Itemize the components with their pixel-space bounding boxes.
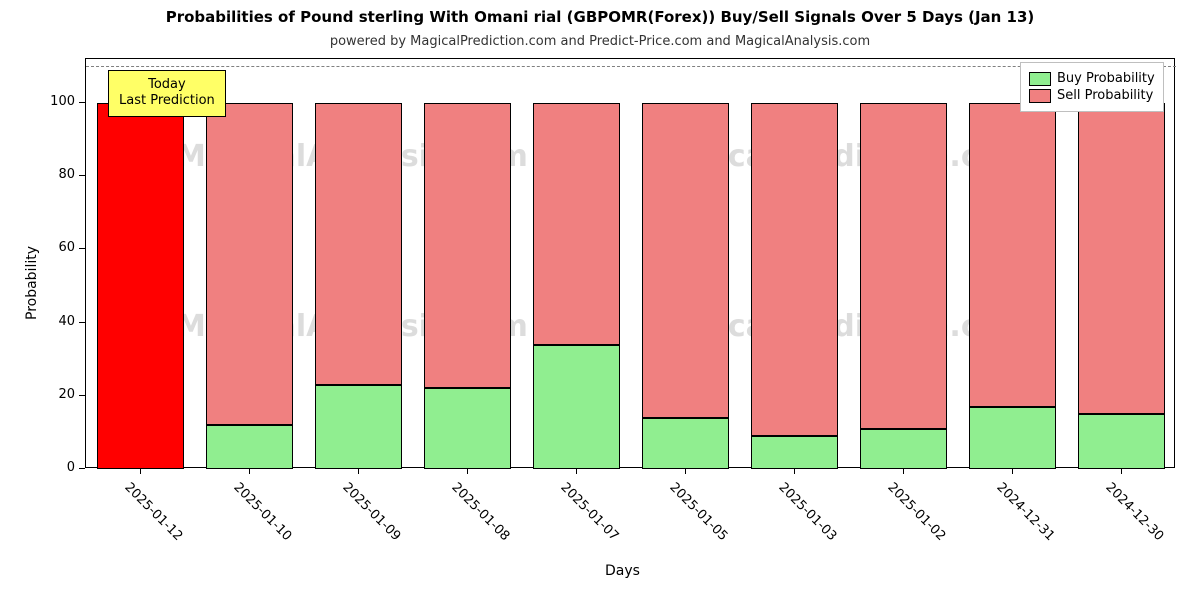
- x-tick: [576, 468, 577, 474]
- bar-sell: [642, 103, 729, 418]
- x-tick-label: 2025-01-02: [884, 480, 948, 544]
- bar-buy: [642, 418, 729, 469]
- y-tick-label: 0: [35, 460, 75, 475]
- bar-buy: [860, 429, 947, 469]
- x-tick-label: 2025-01-08: [448, 480, 512, 544]
- y-tick-label: 20: [35, 387, 75, 402]
- x-tick-label: 2024-12-31: [993, 480, 1057, 544]
- bar-buy: [533, 345, 620, 469]
- legend-label: Buy Probability: [1057, 71, 1155, 86]
- legend-item: Buy Probability: [1029, 71, 1155, 86]
- bar-sell: [315, 103, 402, 385]
- bar-sell: [533, 103, 620, 345]
- chart-subtitle: powered by MagicalPrediction.com and Pre…: [0, 34, 1200, 49]
- legend-swatch: [1029, 72, 1051, 86]
- legend: Buy Probability Sell Probability: [1020, 62, 1164, 112]
- x-tick: [249, 468, 250, 474]
- x-tick: [685, 468, 686, 474]
- x-tick: [794, 468, 795, 474]
- x-tick-label: 2025-01-05: [666, 480, 730, 544]
- today-annotation-line1: Today: [119, 77, 215, 93]
- chart-title: Probabilities of Pound sterling With Oma…: [0, 8, 1200, 26]
- x-tick: [140, 468, 141, 474]
- y-tick: [79, 395, 85, 396]
- x-tick: [467, 468, 468, 474]
- x-tick-label: 2025-01-10: [230, 480, 294, 544]
- bar-sell: [751, 103, 838, 436]
- bar-sell: [206, 103, 293, 425]
- y-tick: [79, 175, 85, 176]
- y-tick: [79, 468, 85, 469]
- bar-sell: [97, 103, 184, 469]
- chart-container: Probabilities of Pound sterling With Oma…: [0, 0, 1200, 600]
- legend-item: Sell Probability: [1029, 88, 1155, 103]
- x-tick: [1012, 468, 1013, 474]
- plot-area: MagicalAnalysis.comMagicalPrediction.com…: [85, 58, 1175, 468]
- bar-buy: [1078, 414, 1165, 469]
- x-tick-label: 2024-12-30: [1102, 480, 1166, 544]
- x-tick: [1121, 468, 1122, 474]
- bar-buy: [751, 436, 838, 469]
- x-tick-label: 2025-01-12: [121, 480, 185, 544]
- x-tick: [358, 468, 359, 474]
- today-annotation-line2: Last Prediction: [119, 93, 215, 109]
- y-tick-label: 80: [35, 167, 75, 182]
- y-tick-label: 40: [35, 314, 75, 329]
- x-tick: [903, 468, 904, 474]
- x-tick-label: 2025-01-07: [557, 480, 621, 544]
- bar-sell: [969, 103, 1056, 407]
- y-tick-label: 60: [35, 240, 75, 255]
- legend-label: Sell Probability: [1057, 88, 1153, 103]
- bar-sell: [424, 103, 511, 389]
- x-tick-label: 2025-01-09: [339, 480, 403, 544]
- bar-sell: [860, 103, 947, 429]
- y-tick-label: 100: [35, 94, 75, 109]
- bar-buy: [206, 425, 293, 469]
- y-tick: [79, 102, 85, 103]
- bar-sell: [1078, 103, 1165, 414]
- x-tick-label: 2025-01-03: [775, 480, 839, 544]
- bar-buy: [969, 407, 1056, 469]
- legend-swatch: [1029, 89, 1051, 103]
- y-axis-label: Probability: [24, 246, 40, 320]
- x-axis-label: Days: [605, 563, 640, 579]
- y-tick: [79, 248, 85, 249]
- bar-buy: [315, 385, 402, 469]
- bar-buy: [424, 388, 511, 469]
- reference-line: [86, 66, 1176, 67]
- today-annotation: TodayLast Prediction: [108, 70, 226, 117]
- y-tick: [79, 322, 85, 323]
